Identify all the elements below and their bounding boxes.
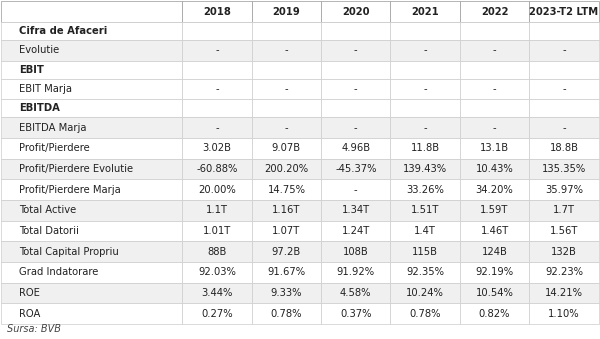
Text: Sursa: BVB: Sursa: BVB: [7, 324, 61, 334]
